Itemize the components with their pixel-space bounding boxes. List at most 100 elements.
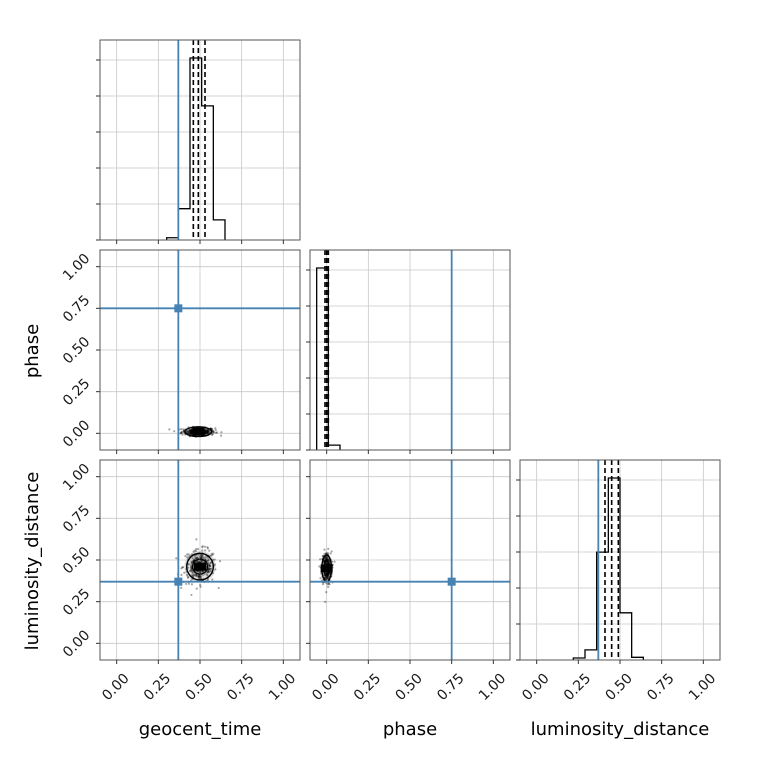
sample-point — [201, 545, 204, 548]
ytick-label-phase-3: 0.75 — [60, 292, 93, 325]
sample-point — [209, 564, 212, 568]
sample-point — [187, 553, 190, 556]
sample-point — [201, 570, 205, 573]
sample-point — [206, 570, 209, 573]
hist-panel-phase — [306, 249, 511, 454]
sample-point — [180, 567, 183, 570]
ytick-label-luminosity-distance-3: 0.75 — [60, 502, 93, 535]
sample-point — [326, 557, 329, 561]
sample-point — [180, 428, 183, 431]
xtick-label-geocent-time-1: 0.25 — [141, 671, 174, 704]
sample-point — [201, 555, 204, 558]
sample-point — [194, 557, 197, 560]
sample-point — [173, 430, 176, 433]
sample-point — [208, 564, 211, 567]
sample-point — [207, 567, 211, 571]
sample-point — [326, 572, 329, 575]
sample-point — [208, 429, 211, 432]
sample-point — [198, 555, 202, 558]
sample-point — [210, 427, 214, 430]
sample-point — [189, 432, 192, 436]
sample-point — [214, 568, 217, 571]
ytick-label-phase-2: 0.50 — [60, 334, 93, 367]
sample-point — [319, 577, 322, 580]
sample-point — [208, 549, 211, 552]
sample-point — [327, 582, 330, 585]
sample-point — [206, 429, 209, 432]
sample-point — [201, 546, 204, 549]
sample-point — [198, 577, 201, 580]
xtick-label-geocent-time-2: 0.50 — [183, 671, 216, 704]
sample-point — [187, 582, 191, 585]
sample-point — [326, 576, 329, 579]
sample-point — [324, 600, 327, 603]
sample-point — [325, 573, 328, 576]
density-contour-outer — [185, 552, 215, 581]
xlabel-phase: phase — [383, 719, 437, 740]
sample-point — [205, 431, 209, 435]
sample-point — [206, 429, 209, 432]
sample-point — [210, 567, 213, 570]
xtick-label-phase-3: 0.75 — [434, 671, 467, 704]
sample-point — [187, 429, 190, 433]
sample-point — [207, 568, 210, 571]
sample-point — [206, 428, 209, 431]
sample-point — [325, 571, 328, 575]
sample-point — [194, 549, 198, 553]
sample-point — [323, 552, 326, 555]
sample-point — [200, 554, 203, 557]
sample-point — [195, 587, 198, 590]
xtick-label-geocent-time-4: 1.00 — [266, 671, 299, 704]
ytick-label-phase-1: 0.25 — [60, 376, 93, 409]
sample-point — [326, 583, 329, 586]
xtick-label-phase-1: 0.25 — [351, 671, 384, 704]
sample-point — [190, 561, 193, 565]
sample-point — [201, 549, 204, 552]
sample-point — [204, 555, 208, 559]
sample-point — [180, 586, 183, 589]
sample-point — [326, 558, 329, 561]
xtick-label-luminosity-distance-2: 0.50 — [603, 671, 636, 704]
sample-point — [209, 570, 212, 573]
sample-point — [197, 575, 200, 579]
hist-panel-luminosity-distance — [516, 459, 721, 664]
sample-point — [199, 575, 202, 579]
sample-point — [185, 582, 188, 586]
sample-point — [207, 558, 210, 561]
sample-point — [197, 575, 200, 578]
ytick-label-phase-0: 0.00 — [60, 417, 93, 450]
sample-point — [212, 558, 215, 561]
sample-point — [180, 431, 183, 434]
sample-point — [199, 575, 202, 578]
sample-point — [198, 574, 201, 578]
hist-panel-geocent-time — [96, 39, 301, 244]
sample-point — [207, 571, 210, 574]
sample-point — [206, 570, 210, 573]
sample-point — [325, 577, 328, 580]
truth-marker — [174, 577, 183, 586]
sample-points — [318, 547, 336, 603]
sample-point — [204, 549, 207, 552]
sample-point — [191, 571, 194, 574]
axis-labels: phase luminosity_distance geocent_time p… — [22, 324, 709, 740]
sample-point — [196, 570, 200, 573]
sample-point — [187, 430, 191, 434]
truth-marker — [447, 577, 456, 586]
sample-point — [203, 545, 207, 548]
sample-point — [211, 578, 214, 581]
sample-point — [181, 566, 185, 569]
sample-point — [206, 431, 209, 434]
sample-point — [190, 564, 193, 567]
sample-point — [326, 576, 329, 579]
sample-point — [205, 573, 209, 576]
xtick-label-geocent-time-0: 0.00 — [99, 671, 132, 704]
sample-point — [206, 574, 209, 577]
sample-point — [206, 432, 209, 435]
xtick-label-geocent-time-3: 0.75 — [224, 671, 257, 704]
sample-point — [208, 567, 211, 571]
sample-point — [195, 547, 198, 551]
sample-point — [181, 566, 184, 569]
sample-point — [325, 558, 328, 561]
sample-point — [212, 431, 215, 434]
